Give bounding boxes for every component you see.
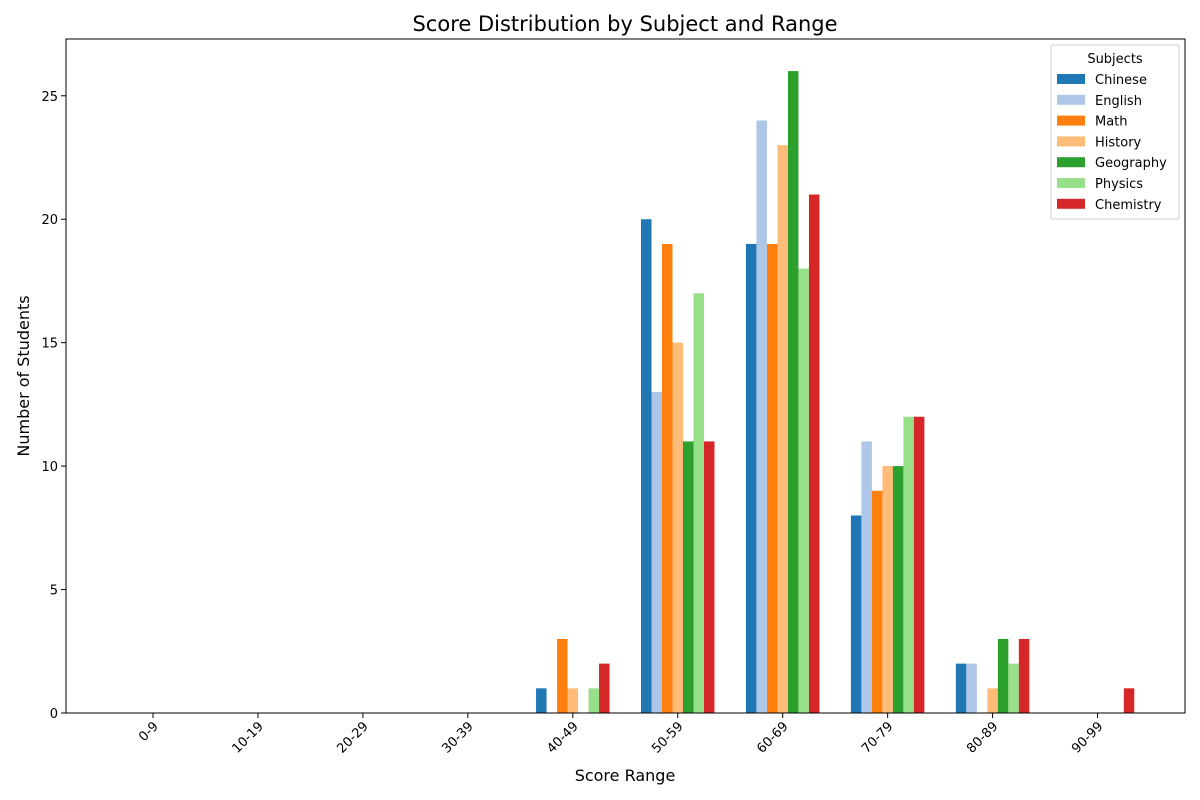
bar-geography-50-59 [683, 441, 694, 713]
bar-english-70-79 [861, 441, 872, 713]
legend-swatch-math [1057, 115, 1085, 126]
bar-geography-60-69 [787, 71, 799, 714]
bars-layer [536, 71, 1135, 714]
bar-physics-40-49 [588, 688, 600, 713]
bar-chinese-70-79 [850, 515, 862, 713]
bar-chemistry-70-79 [913, 416, 925, 713]
legend-swatch-history [1057, 136, 1085, 147]
legend: Subjects Chinese English Math History Geogra… [1050, 44, 1180, 220]
plot-area-frame [65, 38, 1186, 714]
bar-physics-50-59 [693, 293, 704, 713]
y-tick-label: 20 [41, 213, 58, 228]
x-axis: 0-9 10-19 20-29 30-39 40-49 50-59 60-69 70-79 80… [136, 713, 1106, 757]
x-tick-label: 70-79 [859, 719, 896, 756]
y-tick-label: 15 [41, 337, 58, 352]
bar-history-60-69 [777, 145, 788, 713]
legend-label-english: English [1095, 94, 1142, 109]
legend-label-physics: Physics [1095, 177, 1143, 192]
x-tick-label: 10-19 [229, 719, 266, 756]
y-tick-label: 0 [50, 707, 58, 722]
y-tick-label: 10 [41, 460, 58, 475]
bar-history-70-79 [882, 466, 893, 713]
y-axis-label: Number of Students [14, 295, 33, 456]
legend-label-chinese: Chinese [1095, 73, 1147, 88]
bar-chemistry-40-49 [599, 663, 610, 713]
x-tick-label: 90-99 [1069, 719, 1106, 756]
bar-chinese-50-59 [641, 219, 652, 714]
bar-physics-70-79 [903, 416, 914, 713]
bar-physics-60-69 [798, 268, 809, 713]
bar-history-50-59 [672, 342, 683, 713]
bar-math-50-59 [662, 243, 673, 714]
bar-english-80-89 [966, 663, 977, 713]
bar-math-40-49 [557, 638, 568, 713]
x-tick-label: 80-89 [964, 719, 1001, 756]
bar-chinese-40-49 [536, 688, 547, 713]
x-tick-label: 60-69 [754, 719, 791, 756]
legend-title: Subjects [1087, 52, 1143, 67]
bar-chemistry-80-89 [1018, 638, 1030, 713]
legend-label-math: Math [1095, 115, 1128, 130]
bar-chemistry-60-69 [808, 194, 820, 714]
legend-frame [1050, 44, 1180, 220]
bar-geography-70-79 [892, 466, 904, 713]
bar-physics-80-89 [1008, 663, 1019, 713]
x-tick-label: 50-59 [649, 719, 686, 756]
bar-chemistry-50-59 [704, 441, 715, 713]
legend-label-chemistry: Chemistry [1095, 198, 1162, 213]
x-tick-label: 0-9 [136, 719, 162, 745]
bar-chinese-80-89 [955, 663, 967, 713]
bar-geography-80-89 [997, 638, 1009, 713]
legend-swatch-physics [1057, 178, 1085, 188]
legend-swatch-english [1057, 94, 1085, 105]
legend-swatch-chemistry [1057, 198, 1085, 209]
y-tick-label: 5 [50, 584, 58, 599]
x-tick-label: 30-39 [439, 719, 476, 756]
legend-label-history: History [1095, 135, 1142, 150]
bar-history-80-89 [987, 688, 998, 713]
bar-chinese-60-69 [745, 243, 757, 714]
x-tick-label: 20-29 [334, 719, 371, 756]
bar-math-60-69 [766, 243, 778, 714]
chart-title: Score Distribution by Subject and Range [412, 12, 837, 36]
legend-swatch-chinese [1057, 74, 1085, 84]
y-tick-label: 25 [41, 90, 58, 105]
x-tick-label: 40-49 [544, 719, 581, 756]
legend-swatch-geography [1057, 157, 1085, 168]
bar-history-40-49 [567, 688, 579, 713]
y-axis: 0 5 10 15 20 25 [41, 90, 66, 722]
bar-english-60-69 [756, 120, 767, 714]
bar-math-70-79 [871, 490, 883, 713]
bar-chemistry-90-99 [1123, 688, 1135, 713]
bar-english-50-59 [651, 392, 662, 713]
legend-label-geography: Geography [1095, 156, 1167, 171]
x-axis-label: Score Range [575, 766, 676, 785]
